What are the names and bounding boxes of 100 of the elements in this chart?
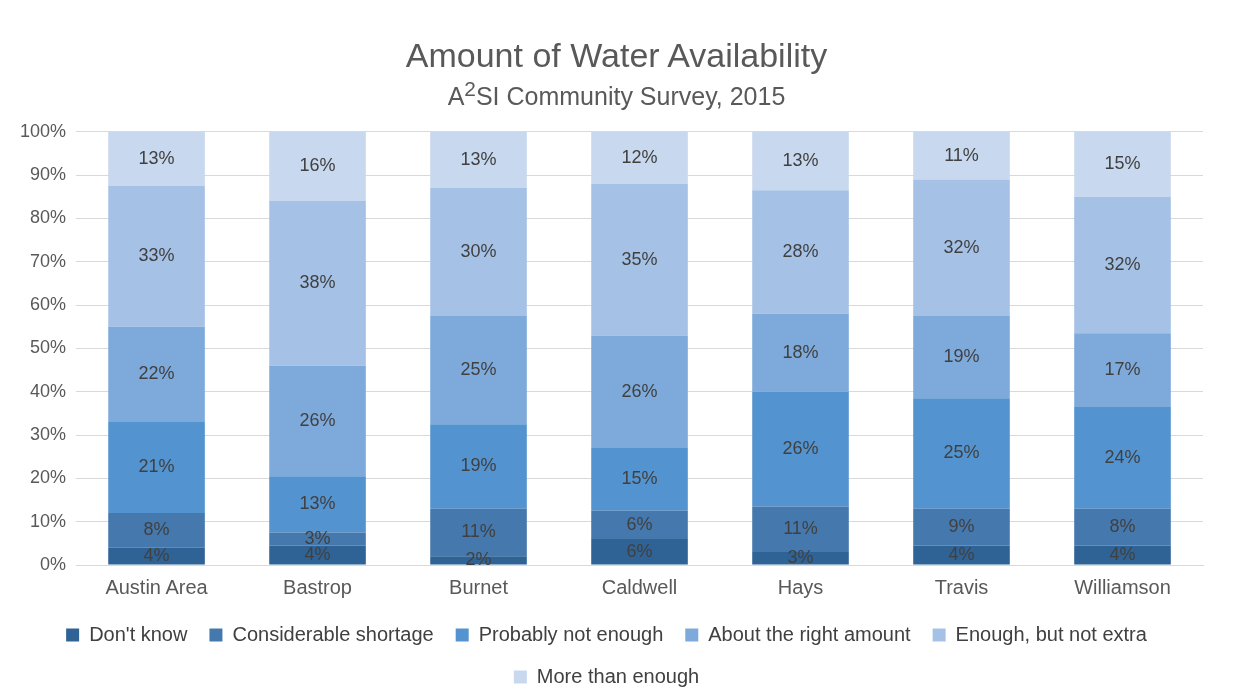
data-label: 30% — [460, 241, 497, 262]
data-label: 26% — [782, 438, 819, 459]
data-label: 4% — [304, 544, 331, 565]
y-tick-label: 90% — [30, 164, 67, 185]
legend-label: Enough, but not extra — [955, 622, 1148, 645]
x-tick-label: Williamson — [1074, 575, 1171, 598]
y-tick-label: 80% — [30, 207, 67, 228]
data-label: 22% — [138, 363, 175, 384]
bar — [752, 132, 849, 191]
data-label: 11% — [461, 521, 496, 542]
data-label: 12% — [621, 147, 658, 168]
data-label: 13% — [138, 148, 175, 169]
bar — [913, 179, 1010, 317]
data-label: 4% — [948, 544, 975, 565]
data-label: 25% — [460, 359, 497, 380]
y-tick-label: 70% — [30, 251, 67, 272]
data-label: 15% — [621, 468, 658, 489]
data-label: 13% — [782, 150, 819, 171]
x-tick-label: Austin Area — [105, 575, 209, 598]
data-label: 15% — [1104, 153, 1141, 174]
bar — [591, 539, 688, 565]
bar — [269, 545, 366, 565]
bar — [269, 201, 366, 367]
bar — [752, 190, 849, 315]
bar — [269, 366, 366, 477]
y-tick-label: 40% — [30, 381, 67, 402]
bar — [591, 335, 688, 449]
bar — [269, 132, 366, 202]
chart-title: Amount of Water Availability — [404, 36, 829, 74]
data-label: 16% — [299, 155, 336, 176]
bar — [1074, 333, 1171, 408]
bar — [430, 316, 527, 425]
bar — [108, 422, 205, 514]
bar — [108, 186, 205, 328]
data-label: 35% — [621, 248, 658, 269]
data-label: 11% — [783, 518, 818, 539]
data-label: 26% — [299, 410, 336, 431]
chart-subtitle: A$^{2}$SI Community Survey, 2015 — [446, 76, 787, 112]
data-label: 18% — [782, 342, 819, 363]
data-label: 4% — [1109, 544, 1136, 565]
data-label: 4% — [143, 545, 170, 566]
data-label: 33% — [138, 245, 175, 266]
bar — [1074, 132, 1171, 198]
y-tick-label: 10% — [30, 510, 67, 531]
y-tick-label: 30% — [30, 424, 67, 445]
data-label: 26% — [621, 381, 658, 402]
data-label: 8% — [143, 519, 170, 540]
bar — [1074, 407, 1171, 510]
data-label: 3% — [787, 547, 814, 568]
data-label: 13% — [460, 149, 497, 170]
bar — [1074, 545, 1171, 565]
data-label: 21% — [138, 456, 175, 477]
y-tick-label: 0% — [40, 554, 67, 575]
bar — [913, 545, 1010, 565]
bar — [913, 398, 1010, 510]
legend-label: Considerable shortage — [232, 622, 434, 645]
data-label: 6% — [626, 541, 653, 562]
data-label: 9% — [948, 516, 975, 537]
bar — [108, 548, 205, 565]
x-tick-label: Caldwell — [601, 575, 678, 598]
x-tick-label: Bastrop — [283, 575, 352, 598]
y-tick-label: 50% — [30, 337, 67, 358]
data-label: 19% — [943, 346, 980, 367]
bar — [1074, 197, 1171, 334]
x-tick-label: Hays — [777, 575, 824, 598]
data-label: 11% — [944, 144, 979, 165]
data-label: 13% — [299, 493, 336, 514]
data-label: 8% — [1109, 516, 1136, 537]
data-label: 25% — [943, 442, 980, 463]
bar — [913, 316, 1010, 399]
bar — [752, 392, 849, 507]
bar — [591, 184, 688, 336]
legend-label: Don't know — [89, 622, 188, 645]
data-label: 38% — [299, 272, 336, 293]
bar — [269, 476, 366, 533]
bar — [430, 424, 527, 510]
x-tick-label: Burnet — [449, 575, 509, 598]
bar — [591, 511, 688, 540]
bar — [591, 132, 688, 185]
bar — [108, 132, 205, 187]
data-label: 32% — [943, 236, 980, 257]
bar — [108, 513, 205, 548]
bar — [430, 188, 527, 317]
bar — [591, 448, 688, 512]
y-tick-label: 100% — [19, 121, 67, 142]
y-tick-label: 60% — [30, 294, 67, 315]
legend-label: Probably not enough — [478, 622, 664, 645]
y-tick-label: 20% — [30, 467, 67, 488]
data-label: 19% — [460, 455, 497, 476]
data-label: 6% — [626, 514, 653, 535]
legend-label: About the right amount — [708, 622, 912, 645]
data-label: 32% — [1104, 254, 1141, 275]
bar — [913, 509, 1010, 546]
legend-label: More than enough — [536, 664, 700, 687]
data-label: 17% — [1104, 359, 1141, 380]
bar — [108, 327, 205, 423]
bar — [913, 132, 1010, 180]
bar — [752, 314, 849, 393]
data-label: 24% — [1104, 447, 1141, 468]
bar — [430, 132, 527, 189]
